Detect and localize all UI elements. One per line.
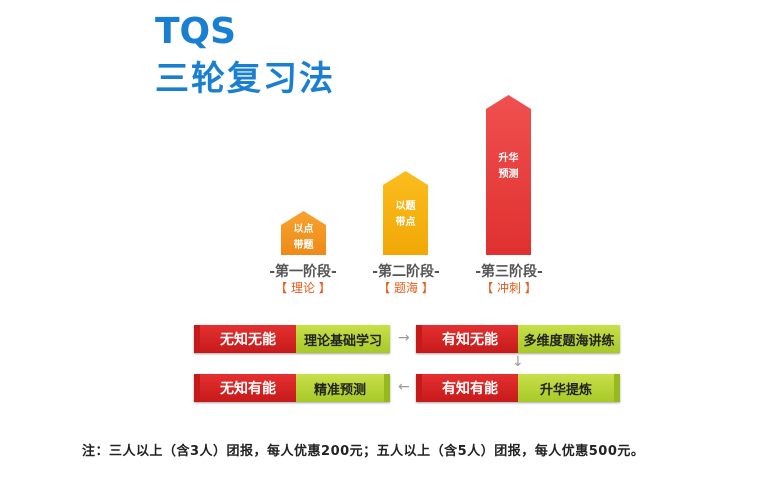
flow-box-3-left: 有知有能	[422, 374, 518, 402]
stage-3-bar-label-line2: 预测	[498, 169, 519, 180]
stage-1-bar-label-line2: 带题	[293, 240, 314, 251]
title-method: 三轮复习法	[155, 59, 335, 99]
flow-box-1-right: 理论基础学习	[296, 325, 390, 353]
flow-box-3-strip	[416, 374, 422, 402]
stage-2-bar-label-line2: 带点	[395, 217, 416, 228]
flow-box-2-right: 多维度题海讲练	[518, 325, 620, 353]
stage-1-name: -第一阶段-	[269, 264, 337, 280]
stage-1-sub: 【 理论 】	[275, 281, 331, 295]
flow-box-4-strip	[194, 374, 200, 402]
arrow-down-icon: ↓	[512, 354, 524, 370]
stage-1-bar-label-line1: 以点	[293, 224, 314, 235]
discount-note: 注：三人以上（含3人）团报，每人优惠200元；五人以上（含5人）团报，每人优惠5…	[82, 444, 645, 459]
title-tqs: TQS	[155, 11, 237, 52]
flow-box-3-right: 升华提炼	[518, 374, 614, 402]
stage-2-bar-label-line1: 以题	[395, 201, 416, 212]
flow-box-2-left: 有知无能	[422, 325, 518, 353]
flow-box-4-right: 精准预测	[296, 374, 384, 402]
flow-box-2: 有知无能 多维度题海讲练	[416, 325, 620, 353]
flow-box-4: 无知有能 精准预测	[194, 374, 390, 402]
stage-3-bar: 升华 预测	[486, 95, 531, 255]
arrow-left-icon: ←	[398, 379, 410, 395]
stage-2-sub: 【 题海 】	[378, 281, 434, 295]
flow-box-4-left: 无知有能	[200, 374, 296, 402]
flow-box-1: 无知无能 理论基础学习	[194, 325, 390, 353]
flow-box-4-end-strip	[384, 374, 390, 402]
stage-2-name: -第二阶段-	[372, 264, 440, 280]
stage-3-bar-label-line1: 升华	[498, 153, 519, 164]
stage-1-bar: 以点 带题	[281, 211, 326, 255]
stage-2-bar: 以题 带点	[383, 171, 428, 255]
stage-3-name: -第三阶段-	[475, 264, 543, 280]
flow-box-3: 有知有能 升华提炼	[416, 374, 620, 402]
arrow-right-icon: →	[398, 330, 410, 346]
flow-box-3-end-strip	[614, 374, 620, 402]
flow-box-1-left: 无知无能	[200, 325, 296, 353]
flow-box-1-strip	[194, 325, 200, 353]
flow-box-2-strip	[416, 325, 422, 353]
stage-3-sub: 【 冲刺 】	[481, 281, 537, 295]
